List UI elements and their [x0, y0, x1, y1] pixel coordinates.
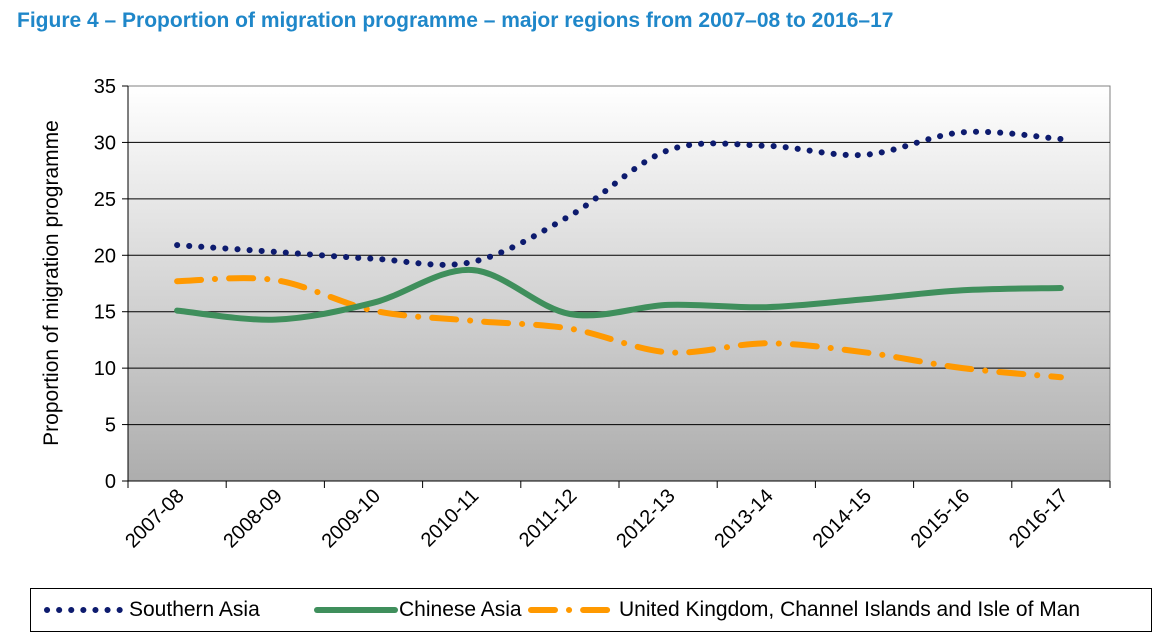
x-tick-label: 2008-09: [219, 485, 286, 552]
y-tick-label: 20: [94, 245, 116, 267]
line-chart: 0 5 10 15 20 25 30 35 2007-08 2008-09 2009-10 2010…: [40, 76, 1111, 552]
chart-title: Figure 4 – Proportion of migration progr…: [17, 9, 894, 32]
x-tick-label: 2012-13: [612, 485, 679, 552]
y-tick-label: 0: [105, 471, 116, 493]
x-tick-label: 2007-08: [121, 485, 188, 552]
x-tick-label: 2015-16: [907, 485, 974, 552]
x-tick-label: 2011-12: [515, 485, 581, 551]
legend-swatch-southern-asia: [44, 607, 128, 613]
series-line-chinese-asia: [174, 266, 1064, 323]
series-line-united-kingdom-channel-islands-and-isle-of-man: [174, 275, 1064, 381]
axes: [122, 85, 1111, 488]
legend-item-united-kingdom: United Kingdom, Channel Islands and Isle…: [527, 589, 1080, 631]
legend-swatch-united-kingdom: [528, 607, 618, 613]
y-tick-label: 5: [105, 415, 116, 437]
legend-label-united-kingdom: United Kingdom, Channel Islands and Isle…: [619, 598, 1081, 621]
y-tick-label: 15: [94, 302, 116, 324]
legend-item-southern-asia: Southern Asia: [43, 589, 260, 631]
legend: Southern Asia Chinese Asia United Kingdo…: [30, 588, 1152, 632]
x-tick-label: 2013-14: [710, 485, 777, 552]
series-line-southern-asia: [174, 128, 1064, 268]
y-tick-label: 35: [94, 76, 116, 98]
series-lines: [174, 128, 1064, 381]
x-tick-label: 2009-10: [318, 485, 385, 552]
legend-label-chinese-asia: Chinese Asia: [399, 598, 522, 621]
y-tick-label: 30: [94, 132, 116, 154]
y-tick-label: 10: [94, 358, 116, 380]
legend-label-southern-asia: Southern Asia: [129, 598, 260, 621]
y-axis-label: Proportion of migration programme: [40, 120, 63, 446]
y-tick-labels: 0 5 10 15 20 25 30 35: [94, 76, 116, 493]
legend-swatch-chinese-asia: [314, 607, 398, 613]
x-tick-label: 2016-17: [1005, 485, 1072, 552]
y-tick-label: 25: [94, 189, 116, 211]
plot-area: [127, 85, 1111, 482]
x-tick-label: 2010-11: [417, 485, 483, 551]
legend-item-chinese-asia: Chinese Asia: [313, 589, 522, 631]
x-tick-labels: 2007-08 2008-09 2009-10 2010-11 2011-12 2012-…: [121, 485, 1072, 552]
x-tick-label: 2014-15: [809, 485, 876, 552]
